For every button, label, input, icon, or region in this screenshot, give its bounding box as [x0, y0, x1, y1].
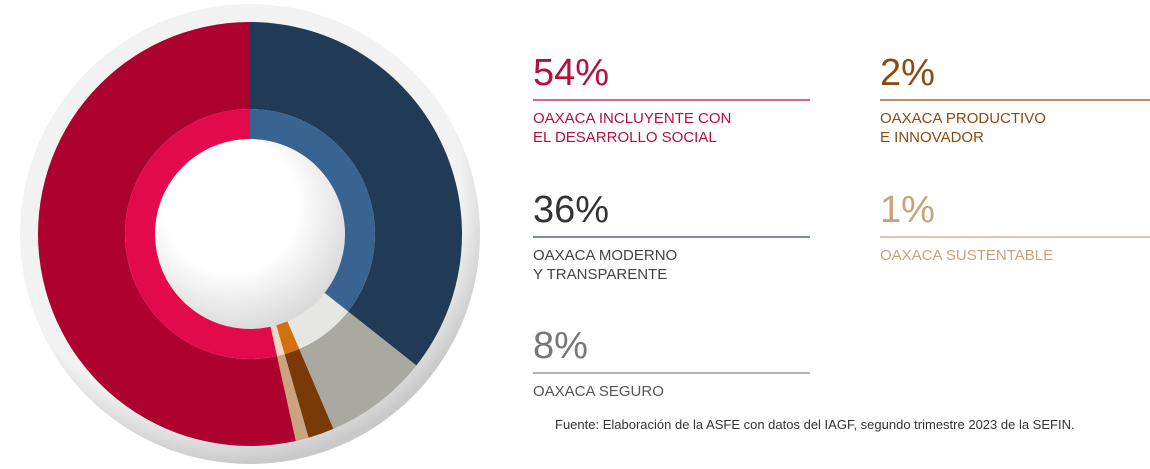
category-label: OAXACA INCLUYENTE CON: [533, 110, 731, 127]
value-label: 1%: [880, 189, 935, 231]
donut-outer-segment: [284, 348, 334, 438]
donut-outer-segment: [299, 311, 417, 429]
donut-hole: [155, 139, 345, 329]
donut-inner-segment: [275, 320, 300, 355]
category-label: OAXACA SEGURO: [533, 383, 664, 400]
donut-inner-segment: [270, 324, 285, 357]
donut-outer-segment: [37, 22, 296, 447]
donut-outer-segment: [277, 354, 309, 441]
category-label: OAXACA PRODUCTIVO: [880, 110, 1046, 127]
value-label: 54%: [533, 52, 609, 94]
category-label: OAXACA SUSTENTABLE: [880, 247, 1053, 264]
donut-outer-segment: [250, 22, 462, 366]
donut-inner-segment: [125, 109, 278, 359]
donut-inner-segment: [286, 292, 349, 349]
category-label: EL DESARROLLO SOCIAL: [533, 129, 717, 146]
category-label: OAXACA MODERNO: [533, 247, 677, 264]
value-label: 36%: [533, 189, 609, 231]
donut-inner-segment: [250, 109, 376, 312]
category-label: Y TRANSPARENTE: [533, 266, 667, 283]
category-label: E INNOVADOR: [880, 129, 984, 146]
source-note: Fuente: Elaboración de la ASFE con datos…: [555, 417, 1075, 432]
value-label: 2%: [880, 52, 935, 94]
value-label: 8%: [533, 325, 588, 367]
